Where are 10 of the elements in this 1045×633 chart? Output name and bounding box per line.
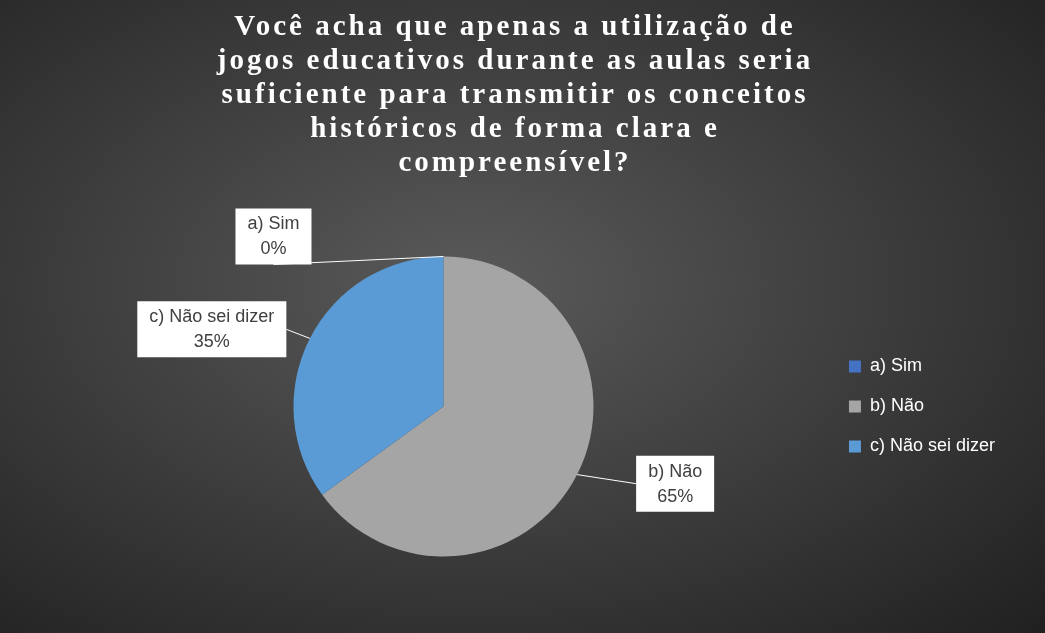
slice-label: b) Não: [648, 460, 703, 481]
slice-label: c) Não sei dizer: [149, 306, 275, 327]
text: 0%: [260, 238, 287, 259]
category-label: a) Sim: [247, 213, 300, 234]
legend-label: a) Sim: [869, 355, 922, 376]
chart-title: Você acha que apenas a utilização de jogos educativos durante as aulas seria suficiente para transmitir os conceitos históricos de forma clara e compreensível?: [215, 8, 815, 178]
data-label: 65%: [657, 485, 694, 506]
data-label: 35%: [193, 331, 230, 352]
legend-label: b) Não: [869, 395, 924, 416]
legend-label: c) Não sei dizer: [869, 435, 996, 456]
